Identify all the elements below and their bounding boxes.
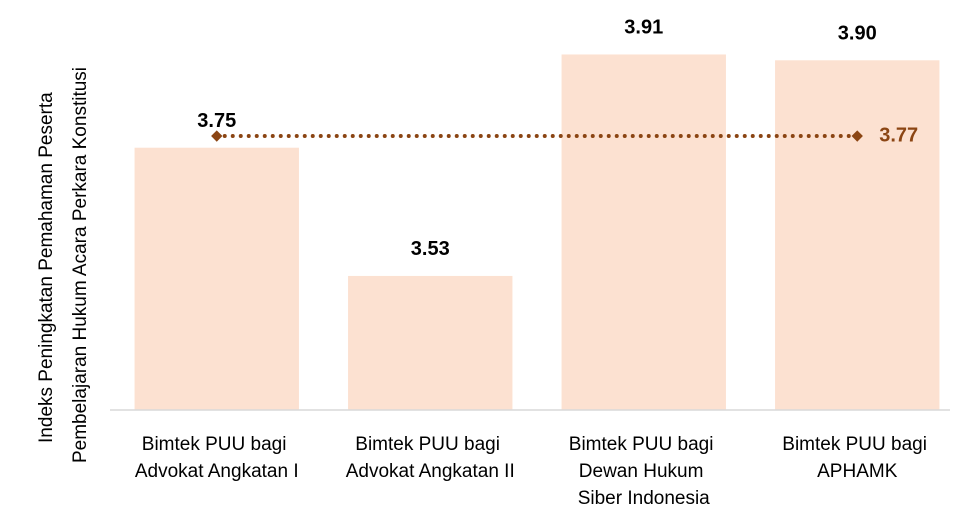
average-marker — [851, 130, 863, 142]
average-marker — [211, 130, 223, 142]
x-tick-label: Bimtek PUU bagi Dewan Hukum Siber Indone… — [569, 434, 719, 509]
bar — [775, 60, 940, 411]
x-tick-label: Bimtek PUU bagi APHAMK — [782, 434, 932, 482]
average-label: 3.77 — [879, 124, 918, 146]
y-axis-label: Indeks Peningkatan Pemahaman Peserta Pem… — [36, 67, 91, 463]
value-label: 3.53 — [411, 238, 450, 260]
value-label: 3.75 — [197, 110, 236, 132]
x-tick-label: Bimtek PUU bagi Advokat Angkatan I — [135, 434, 299, 482]
bar — [134, 147, 299, 410]
value-label: 3.90 — [838, 23, 877, 45]
value-label: 3.91 — [624, 17, 663, 39]
bar — [561, 54, 726, 410]
x-tick-label: Bimtek PUU bagi Advokat Angkatan II — [346, 434, 515, 482]
bar — [348, 275, 513, 410]
